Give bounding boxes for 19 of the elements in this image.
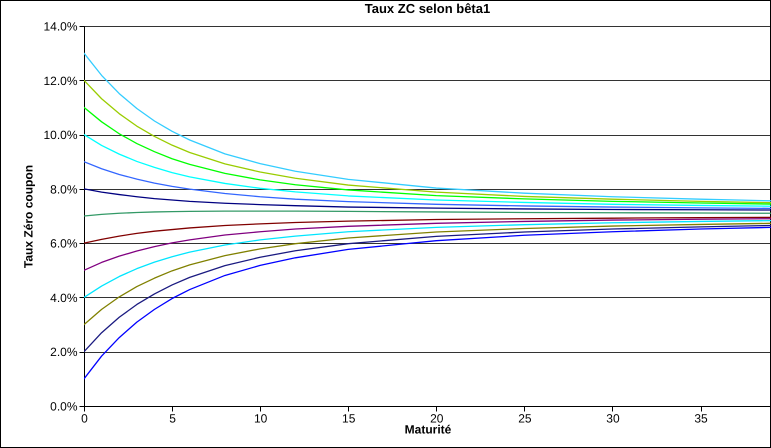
x-tick-label: 15	[342, 412, 356, 426]
x-tick-label: 25	[518, 412, 532, 426]
y-tick-label: 0.0%	[50, 400, 78, 414]
x-tick-label: 0	[81, 412, 88, 426]
y-tick-label: 12.0%	[43, 74, 78, 88]
x-tick-label: 10	[254, 412, 268, 426]
y-tick-label: 14.0%	[43, 20, 78, 34]
y-tick-label: 6.0%	[50, 236, 78, 251]
y-tick-label: 8.0%	[50, 182, 78, 196]
x-tick-label: 5	[169, 412, 176, 426]
x-tick-label: 30	[606, 412, 620, 426]
x-axis-title: Maturité	[404, 422, 452, 436]
y-tick-label: 4.0%	[50, 290, 78, 305]
x-tick-label: 35	[694, 412, 708, 426]
x-tick-label: 20	[430, 412, 444, 426]
y-axis-title: Taux Zéro coupon	[21, 164, 36, 268]
chart-title: Taux ZC selon bêta1	[364, 1, 490, 16]
y-tick-label: 2.0%	[50, 345, 78, 360]
y-tick-label: 10.0%	[43, 128, 78, 142]
